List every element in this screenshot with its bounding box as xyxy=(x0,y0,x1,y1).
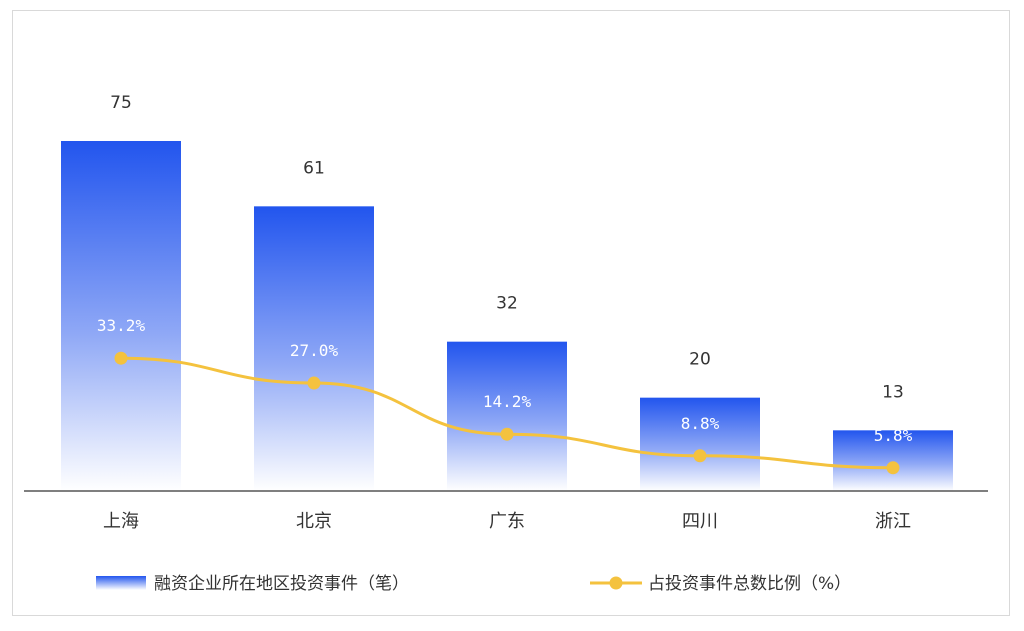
bars-group xyxy=(61,140,953,491)
category-label-4: 浙江 xyxy=(875,511,911,532)
category-label-2: 广东 xyxy=(489,511,525,532)
legend-bar-swatch xyxy=(96,576,146,590)
legend-bar-label: 融资企业所在地区投资事件（笔） xyxy=(154,574,409,594)
bar-value-label-1: 61 xyxy=(303,158,325,178)
percentage-label-2: 14.2% xyxy=(483,392,532,411)
legend-line-marker xyxy=(609,576,623,590)
bar-3 xyxy=(640,397,760,491)
bar-value-label-0: 75 xyxy=(110,93,132,113)
bar-2 xyxy=(447,341,567,491)
legend: 融资企业所在地区投资事件（笔） 占投资事件总数比例（%） xyxy=(96,574,851,594)
percentage-label-0: 33.2% xyxy=(97,316,146,335)
bar-0 xyxy=(61,140,181,491)
percentage-label-4: 5.8% xyxy=(874,426,913,445)
bar-1 xyxy=(254,206,374,491)
percentage-point-0 xyxy=(114,351,128,365)
bar-4 xyxy=(833,430,953,491)
labels-group: 75 61 32 20 13 上海 北京 广东 四川 浙江 33.2% 27.0% 14.2% 8.8% 5… xyxy=(97,93,913,532)
bar-value-label-3: 20 xyxy=(689,350,711,370)
category-label-3: 四川 xyxy=(682,511,718,532)
bar-value-label-4: 13 xyxy=(882,382,904,402)
percentage-point-3 xyxy=(693,449,707,463)
bar-value-label-2: 32 xyxy=(496,294,518,314)
percentage-label-3: 8.8% xyxy=(681,414,720,433)
percentage-point-4 xyxy=(886,461,900,475)
percentage-label-1: 27.0% xyxy=(290,341,339,360)
line-series-group xyxy=(114,351,900,475)
legend-line-label: 占投资事件总数比例（%） xyxy=(648,574,851,594)
category-label-0: 上海 xyxy=(103,511,139,532)
category-label-1: 北京 xyxy=(296,511,332,532)
percentage-point-1 xyxy=(307,376,321,390)
percentage-point-2 xyxy=(500,427,514,441)
